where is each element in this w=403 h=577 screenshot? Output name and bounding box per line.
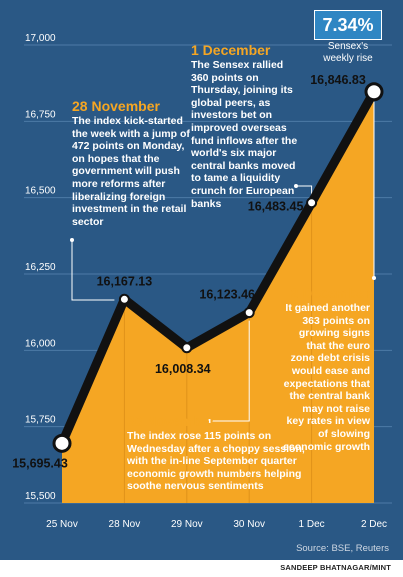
area-fill-shape bbox=[62, 91, 374, 503]
y-tick-label: 16,000 bbox=[25, 338, 56, 349]
annotation-body: The Sensex rallied 360 points on Thursda… bbox=[191, 59, 298, 210]
data-label: 16,123.46 bbox=[199, 288, 255, 302]
series-line bbox=[57, 87, 379, 448]
annotation-heading: 28 November bbox=[72, 98, 160, 114]
data-point bbox=[52, 433, 72, 453]
leader-line bbox=[210, 320, 250, 422]
leader-dot bbox=[208, 419, 212, 423]
annotation-body: The index kick-started the week with a j… bbox=[72, 115, 190, 228]
data-label: 15,695.43 bbox=[12, 456, 68, 470]
data-point bbox=[118, 293, 130, 305]
value-labels: 15,695.43 16,167.13 16,008.34 16,123.46 16,4… bbox=[12, 73, 366, 471]
data-label: 16,167.13 bbox=[97, 274, 153, 288]
data-points bbox=[52, 82, 384, 453]
x-tick-label: 25 Nov bbox=[46, 519, 78, 530]
data-point bbox=[181, 342, 193, 354]
leader-dot bbox=[294, 184, 298, 188]
data-label: 16,483.45 bbox=[248, 200, 304, 214]
data-label: 16,846.83 bbox=[310, 73, 366, 87]
x-axis-ticks: 25 Nov 28 Nov 29 Nov 30 Nov 1 Dec 2 Dec bbox=[46, 519, 387, 530]
weekly-rise-caption-line2: weekly rise bbox=[323, 53, 373, 64]
annotation-body: The index rose 115 points on Wednesday a… bbox=[127, 430, 305, 493]
weekly-rise-caption-line1: Sensex's bbox=[327, 41, 369, 52]
x-tick-label: 29 Nov bbox=[171, 519, 203, 530]
annotation-heading: 2 December bbox=[290, 285, 370, 301]
leader-line bbox=[71, 240, 115, 301]
x-tick-label: 2 Dec bbox=[361, 519, 387, 530]
leader-lines bbox=[70, 101, 376, 423]
annotation-heading: 30 November bbox=[127, 413, 215, 429]
leader-dot bbox=[70, 238, 74, 242]
y-tick-label: 16,750 bbox=[25, 109, 56, 120]
data-point bbox=[243, 307, 255, 319]
x-tick-label: 28 Nov bbox=[109, 519, 141, 530]
x-tick-label: 1 Dec bbox=[299, 519, 325, 530]
y-tick-label: 16,500 bbox=[25, 186, 56, 197]
data-point bbox=[306, 197, 318, 209]
annotation-heading: 1 December bbox=[191, 42, 271, 58]
annotation-28-november: 28 November The index kick-started the w… bbox=[72, 98, 197, 228]
y-tick-label: 16,250 bbox=[25, 262, 56, 273]
x-tick-label: 30 Nov bbox=[233, 519, 265, 530]
weekly-rise-caption: Sensex's weekly rise bbox=[314, 41, 382, 65]
leader-line bbox=[296, 185, 313, 195]
annotation-body: It gained another 363 points on growing … bbox=[283, 302, 370, 453]
series-line-path bbox=[57, 87, 379, 448]
data-point bbox=[364, 82, 384, 102]
y-tick-label: 17,000 bbox=[25, 33, 56, 44]
weekly-rise-badge: 7.34% bbox=[314, 10, 382, 40]
annotation-2-december: 2 December It gained another 363 points … bbox=[282, 285, 370, 453]
source-note: Source: BSE, Reuters bbox=[296, 543, 389, 554]
data-label: 16,008.34 bbox=[155, 362, 211, 376]
annotation-1-december: 1 December The Sensex rallied 360 points… bbox=[191, 42, 303, 210]
leader-dot bbox=[372, 276, 376, 280]
credit-line: SANDEEP BHATNAGAR/MINT bbox=[280, 563, 391, 572]
y-tick-label: 15,750 bbox=[25, 415, 56, 426]
y-tick-label: 15,500 bbox=[25, 491, 56, 502]
annotation-30-november: 30 November The index rose 115 points on… bbox=[127, 413, 327, 493]
sensex-chart: 17,000 16,750 16,500 16,250 16,000 15,750 15,5… bbox=[12, 33, 392, 530]
y-axis-ticks: 17,000 16,750 16,500 16,250 16,000 15,750 15,5… bbox=[25, 33, 56, 502]
